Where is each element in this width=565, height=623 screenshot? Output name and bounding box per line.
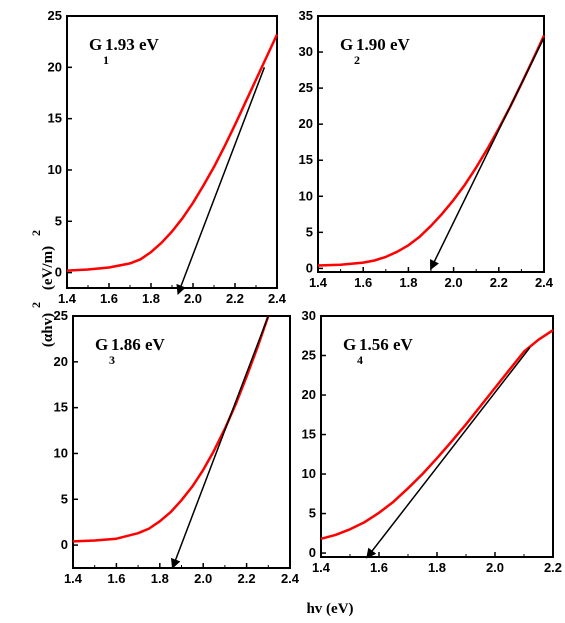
- panel-4: 1.4 1.6 1.8 2.0 2.2 0 5 10 15 20 25 30 G41.56 eV: [302, 308, 563, 575]
- y-axis-title-sup: 2: [29, 302, 43, 308]
- x-tick-label: 2.2: [544, 560, 562, 575]
- y-tick-label: 30: [302, 308, 316, 323]
- y-tick-label: 20: [299, 116, 313, 131]
- y-tick-label: 15: [299, 152, 313, 167]
- panel-subscript: 4: [357, 353, 363, 367]
- panel-value: 1.90 eV: [356, 35, 411, 54]
- y-tick-label: 15: [302, 427, 316, 442]
- y-tick-label: 0: [309, 545, 316, 560]
- x-tick-label: 1.6: [370, 560, 388, 575]
- y-axis-title-units-sup: 2: [29, 230, 43, 236]
- panel-3: 1.4 1.6 1.8 2.0 2.2 2.4 0 5 10 15 20 25 G31.86 eV: [54, 308, 300, 586]
- x-tick-label: 1.6: [100, 291, 118, 306]
- x-tick-label: 1.8: [142, 291, 160, 306]
- panel-label: G: [95, 335, 108, 354]
- y-tick-label: 20: [302, 387, 316, 402]
- x-tick-label: 2.4: [281, 571, 300, 586]
- y-tick-label: 35: [299, 8, 313, 23]
- y-tick-label: 5: [55, 213, 62, 228]
- plot-frame: [317, 15, 545, 273]
- x-tick-label: 2.2: [490, 275, 508, 290]
- y-tick-label: 10: [48, 162, 62, 177]
- y-tick-label: 5: [309, 506, 316, 521]
- x-tick-label: 1.8: [399, 275, 417, 290]
- y-tick-label: 5: [306, 224, 313, 239]
- y-tick-label: 5: [61, 491, 68, 506]
- x-tick-label: 2.0: [194, 571, 212, 586]
- panel-2: 1.4 1.6 1.8 2.0 2.2 2.4 0 5 10 15 20 25 30 35 G21.90 e…: [299, 8, 554, 290]
- x-tick-label: 1.4: [64, 571, 83, 586]
- y-tick-label: 10: [302, 466, 316, 481]
- x-tick-label: 1.6: [107, 571, 125, 586]
- panel-value: 1.86 eV: [111, 335, 166, 354]
- y-tick-label: 25: [54, 308, 68, 323]
- y-tick-label: 20: [48, 59, 62, 74]
- y-axis-title-main: (αhv): [40, 313, 56, 347]
- x-tick-label: 1.4: [58, 291, 77, 306]
- panel-label: G: [89, 35, 102, 54]
- y-tick-label: 20: [54, 354, 68, 369]
- x-tick-label: 1.8: [428, 560, 446, 575]
- y-tick-label: 25: [302, 348, 316, 363]
- data-series: [320, 329, 554, 541]
- y-tick-label: 10: [299, 188, 313, 203]
- tangent-arrow: [170, 315, 270, 569]
- y-tick-label: 25: [299, 80, 313, 95]
- x-tick-label: 2.0: [486, 560, 504, 575]
- panel-subscript: 3: [109, 353, 115, 367]
- x-tick-label: 2.0: [184, 291, 202, 306]
- panel-value: 1.93 eV: [105, 35, 160, 54]
- x-tick-label: 1.6: [354, 275, 372, 290]
- tangent-arrow: [366, 347, 531, 559]
- data-series: [72, 315, 270, 543]
- x-axis-title: hv (eV): [306, 601, 353, 617]
- x-tick-label: 1.8: [151, 571, 169, 586]
- panel-subscript: 2: [354, 53, 360, 67]
- y-tick-label: 0: [306, 260, 313, 275]
- y-tick-label: 0: [61, 537, 68, 552]
- y-tick-label: 25: [48, 8, 62, 23]
- panel-1: 1.4 1.6 1.8 2.0 2.2 2.4 0 5 10 15 20 25 G11.93 eV: [48, 8, 287, 306]
- y-axis-title: (αhv) 2 (eV/m) 2: [29, 230, 56, 347]
- panel-label: G: [343, 335, 356, 354]
- x-tick-label: 2.2: [238, 571, 256, 586]
- x-tick-label: 1.4: [312, 560, 331, 575]
- y-axis-title-units: (eV/m): [40, 246, 56, 290]
- x-tick-label: 2.2: [226, 291, 244, 306]
- x-tick-label: 1.4: [309, 275, 328, 290]
- y-tick-label: 10: [54, 445, 68, 460]
- plot-frame: [66, 15, 278, 289]
- panel-value: 1.56 eV: [359, 335, 414, 354]
- y-tick-label: 0: [55, 265, 62, 280]
- y-tick-label: 15: [54, 400, 68, 415]
- x-tick-label: 2.4: [268, 291, 287, 306]
- panel-subscript: 1: [103, 53, 109, 67]
- tangent-arrow: [176, 67, 266, 296]
- data-series: [317, 34, 546, 267]
- x-tick-label: 2.4: [535, 275, 554, 290]
- y-tick-label: 30: [299, 44, 313, 59]
- panel-label: G: [340, 35, 353, 54]
- x-tick-label: 2.0: [445, 275, 463, 290]
- y-tick-label: 15: [48, 111, 62, 126]
- tangent-arrow: [430, 37, 545, 271]
- data-series: [66, 33, 279, 272]
